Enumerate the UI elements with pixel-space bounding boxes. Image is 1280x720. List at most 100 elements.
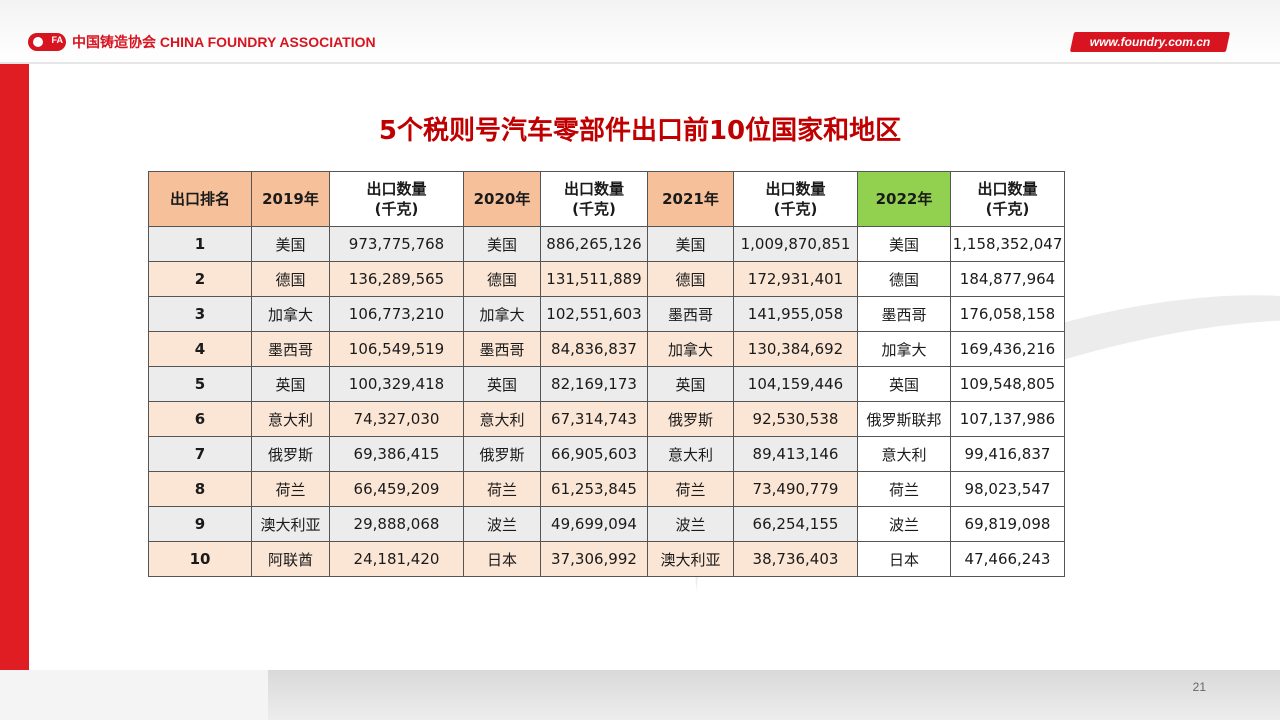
quantity-cell: 67,314,743 — [540, 401, 648, 437]
country-cell: 荷兰 — [647, 471, 734, 507]
country-cell: 俄罗斯 — [251, 436, 330, 472]
quantity-cell: 136,289,565 — [329, 261, 464, 297]
country-cell: 墨西哥 — [857, 296, 951, 332]
quantity-cell: 89,413,146 — [733, 436, 858, 472]
quantity-cell: 106,773,210 — [329, 296, 464, 332]
country-cell: 日本 — [857, 541, 951, 577]
website-link[interactable]: www.foundry.com.cn — [1069, 32, 1231, 52]
table-row: 3 加拿大 106,773,210 加拿大 102,551,603 墨西哥 141,955,… — [148, 296, 1065, 332]
table-row: 10 阿联酋 24,181,420 日本 37,306,992 澳大利亚 38,736,40… — [148, 541, 1065, 577]
country-cell: 波兰 — [857, 506, 951, 542]
country-cell: 意大利 — [647, 436, 734, 472]
quantity-cell: 24,181,420 — [329, 541, 464, 577]
country-cell: 意大利 — [251, 401, 330, 437]
quantity-cell: 973,775,768 — [329, 226, 464, 262]
country-cell: 美国 — [463, 226, 541, 262]
export-table-container: 出口排名 2019年 出口数量 (千克) 2020年 出口数量 (千克) 2021年 出口数… — [148, 171, 1065, 577]
rank-cell: 1 — [148, 226, 252, 262]
quantity-cell: 66,459,209 — [329, 471, 464, 507]
quantity-cell: 104,159,446 — [733, 366, 858, 402]
page-number: 21 — [1192, 680, 1206, 694]
table-row: 5 英国 100,329,418 英国 82,169,173 英国 104,159,446 英… — [148, 366, 1065, 402]
country-cell: 意大利 — [463, 401, 541, 437]
column-header: 出口排名 — [148, 171, 252, 227]
quantity-cell: 109,548,805 — [950, 366, 1065, 402]
column-header: 2020年 — [463, 171, 541, 227]
country-cell: 墨西哥 — [647, 296, 734, 332]
country-cell: 英国 — [463, 366, 541, 402]
quantity-cell: 172,931,401 — [733, 261, 858, 297]
column-header: 2021年 — [647, 171, 734, 227]
column-header: 出口数量 (千克) — [733, 171, 858, 227]
country-cell: 德国 — [647, 261, 734, 297]
country-cell: 墨西哥 — [463, 331, 541, 367]
country-cell: 美国 — [647, 226, 734, 262]
association-brand: FA 中国铸造协会 CHINA FOUNDRY ASSOCIATION — [28, 32, 376, 52]
quantity-cell: 92,530,538 — [733, 401, 858, 437]
country-cell: 日本 — [463, 541, 541, 577]
table-row: 1 美国 973,775,768 美国 886,265,126 美国 1,009,870,8… — [148, 226, 1065, 262]
rank-cell: 10 — [148, 541, 252, 577]
quantity-cell: 141,955,058 — [733, 296, 858, 332]
association-name: 中国铸造协会 CHINA FOUNDRY ASSOCIATION — [72, 34, 376, 50]
column-header: 2019年 — [251, 171, 330, 227]
cfa-logo-icon: FA — [28, 33, 66, 51]
country-cell: 荷兰 — [463, 471, 541, 507]
quantity-cell: 69,819,098 — [950, 506, 1065, 542]
quantity-cell: 131,511,889 — [540, 261, 648, 297]
rank-cell: 6 — [148, 401, 252, 437]
table-row: 7 俄罗斯 69,386,415 俄罗斯 66,905,603 意大利 89,413,146… — [148, 436, 1065, 472]
quantity-cell: 99,416,837 — [950, 436, 1065, 472]
column-header: 出口数量 (千克) — [540, 171, 648, 227]
table-row: 6 意大利 74,327,030 意大利 67,314,743 俄罗斯 92,530,538… — [148, 401, 1065, 437]
quantity-cell: 29,888,068 — [329, 506, 464, 542]
country-cell: 阿联酋 — [251, 541, 330, 577]
quantity-cell: 100,329,418 — [329, 366, 464, 402]
quantity-cell: 886,265,126 — [540, 226, 648, 262]
country-cell: 英国 — [647, 366, 734, 402]
country-cell: 墨西哥 — [251, 331, 330, 367]
country-cell: 德国 — [251, 261, 330, 297]
column-header: 2022年 — [857, 171, 951, 227]
quantity-cell: 73,490,779 — [733, 471, 858, 507]
country-cell: 英国 — [857, 366, 951, 402]
header-band — [0, 0, 1280, 62]
rank-cell: 2 — [148, 261, 252, 297]
rank-cell: 8 — [148, 471, 252, 507]
country-cell: 澳大利亚 — [647, 541, 734, 577]
country-cell: 加拿大 — [647, 331, 734, 367]
country-cell: 加拿大 — [463, 296, 541, 332]
table-body: 1 美国 973,775,768 美国 886,265,126 美国 1,009,870,8… — [148, 226, 1065, 577]
quantity-cell: 176,058,158 — [950, 296, 1065, 332]
country-cell: 俄罗斯 — [463, 436, 541, 472]
rank-cell: 9 — [148, 506, 252, 542]
quantity-cell: 102,551,603 — [540, 296, 648, 332]
slide-title: 5个税则号汽车零部件出口前10位国家和地区 — [378, 116, 902, 146]
website-url: www.foundry.com.cn — [1089, 35, 1211, 49]
quantity-cell: 1,009,870,851 — [733, 226, 858, 262]
rank-cell: 4 — [148, 331, 252, 367]
quantity-cell: 98,023,547 — [950, 471, 1065, 507]
quantity-cell: 38,736,403 — [733, 541, 858, 577]
quantity-cell: 106,549,519 — [329, 331, 464, 367]
quantity-cell: 169,436,216 — [950, 331, 1065, 367]
country-cell: 波兰 — [463, 506, 541, 542]
rank-cell: 7 — [148, 436, 252, 472]
quantity-cell: 69,386,415 — [329, 436, 464, 472]
quantity-cell: 82,169,173 — [540, 366, 648, 402]
country-cell: 荷兰 — [857, 471, 951, 507]
quantity-cell: 1,158,352,047 — [950, 226, 1065, 262]
quantity-cell: 74,327,030 — [329, 401, 464, 437]
country-cell: 加拿大 — [251, 296, 330, 332]
footer-left-panel — [0, 670, 268, 720]
table-row: 9 澳大利亚 29,888,068 波兰 49,699,094 波兰 66,254,155 波… — [148, 506, 1065, 542]
country-cell: 荷兰 — [251, 471, 330, 507]
quantity-cell: 107,137,986 — [950, 401, 1065, 437]
country-cell: 加拿大 — [857, 331, 951, 367]
export-ranking-table: 出口排名 2019年 出口数量 (千克) 2020年 出口数量 (千克) 2021年 出口数… — [148, 171, 1065, 577]
country-cell: 波兰 — [647, 506, 734, 542]
quantity-cell: 84,836,837 — [540, 331, 648, 367]
quantity-cell: 130,384,692 — [733, 331, 858, 367]
country-cell: 德国 — [857, 261, 951, 297]
table-header-row: 出口排名 2019年 出口数量 (千克) 2020年 出口数量 (千克) 2021年 出口数… — [148, 171, 1065, 227]
